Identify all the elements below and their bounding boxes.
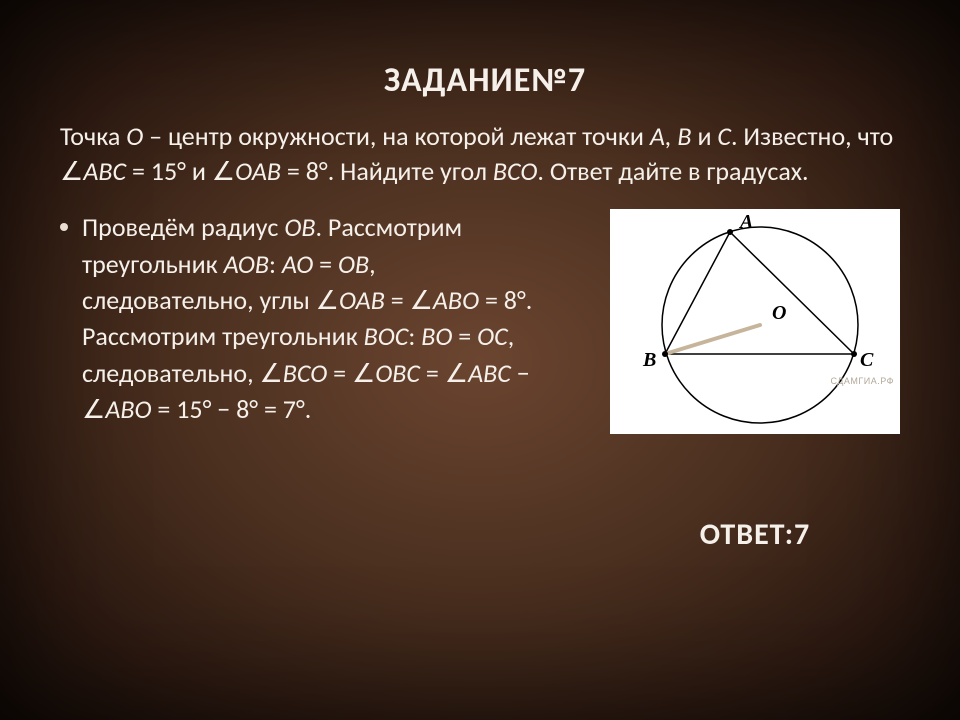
content-row: Проведём радиус OB. Рассмотрим треугольн… bbox=[50, 209, 920, 553]
answer-label: ОТВЕТ:7 bbox=[700, 516, 810, 553]
solution-block: Проведём радиус OB. Рассмотрим треугольн… bbox=[50, 209, 590, 427]
watermark: СДАМГИА.РФ bbox=[831, 376, 895, 386]
solution-text: Проведём радиус OB. Рассмотрим треугольн… bbox=[82, 209, 542, 427]
bullet-icon bbox=[60, 223, 68, 231]
problem-text: Точка O – центр окружности, на которой л… bbox=[50, 119, 920, 189]
svg-text:C: C bbox=[860, 349, 874, 371]
diagram-svg: A B C O bbox=[610, 209, 900, 434]
svg-text:O: O bbox=[772, 302, 786, 324]
svg-text:A: A bbox=[738, 211, 753, 233]
svg-text:B: B bbox=[642, 349, 656, 371]
right-column: A B C O СДАМГИА.РФ ОТВЕТ:7 bbox=[610, 209, 920, 553]
slide: ЗАДАНИЕ№7 Точка O – центр окружности, на… bbox=[0, 0, 960, 720]
geometry-diagram: A B C O СДАМГИА.РФ bbox=[610, 209, 900, 434]
task-title: ЗАДАНИЕ№7 bbox=[50, 60, 920, 101]
